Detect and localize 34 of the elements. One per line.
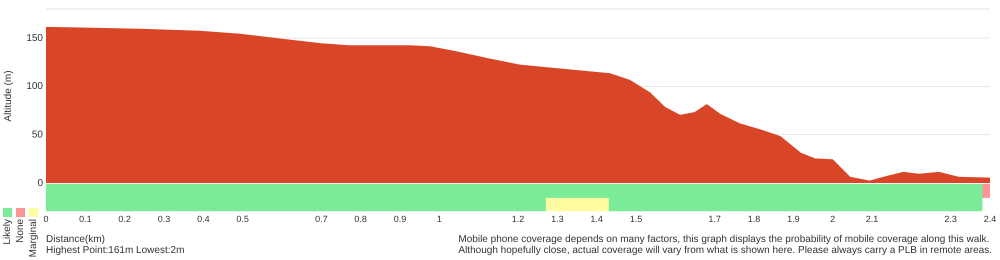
y-tick-label: 50 bbox=[32, 129, 44, 140]
x-tick-label: 0.7 bbox=[315, 214, 328, 224]
text: Although hopefully close, actual coverage will vary from what is shown here. Please always carry a PLB in remote areas. bbox=[458, 245, 992, 256]
legend-label: Likely bbox=[2, 219, 13, 245]
x-tick-label: 0.5 bbox=[236, 214, 249, 224]
x-tick-label: 2.1 bbox=[866, 214, 878, 224]
x-tick-label: 1.9 bbox=[787, 214, 800, 224]
x-tick-label: 0.1 bbox=[79, 214, 92, 224]
legend-label: None bbox=[15, 219, 26, 243]
bar bbox=[545, 197, 609, 212]
x-tick-label: 0.8 bbox=[354, 214, 367, 224]
x-tick-label: 1.7 bbox=[708, 214, 721, 224]
x-tick-label: 1.8 bbox=[748, 214, 760, 224]
legend-label: Marginal bbox=[28, 219, 39, 258]
x-tick-label: 0.4 bbox=[197, 214, 210, 224]
x-tick-label: 1.2 bbox=[512, 214, 524, 224]
x-tick-label: 1.4 bbox=[590, 214, 603, 224]
x-tick-label: 1 bbox=[436, 214, 442, 224]
x-tick-label: 2 bbox=[830, 214, 836, 224]
text: Mobile phone coverage depends on many factors, this graph displays the probability of mobile coverage along this walk. bbox=[458, 234, 990, 245]
x-tick-label: 0.3 bbox=[158, 214, 170, 224]
bar bbox=[982, 184, 990, 198]
y-tick-label: 0 bbox=[37, 178, 44, 189]
x-tick-label: 2.4 bbox=[984, 214, 996, 224]
x-tick-label: 1.3 bbox=[551, 214, 564, 224]
y-axis-title: Altitude (m) bbox=[2, 70, 14, 122]
y-tick-label: 150 bbox=[26, 32, 44, 44]
x-tick-label: 0.9 bbox=[394, 214, 406, 224]
y-tick-label: 100 bbox=[26, 81, 44, 92]
x-tick-label: 2.3 bbox=[944, 214, 957, 224]
x-axis-title: Distance(km) bbox=[46, 234, 106, 245]
x-tick-label: 0.2 bbox=[118, 214, 131, 224]
text: Highest Point:161m Lowest:2m bbox=[46, 245, 184, 256]
x-tick-label: 1.5 bbox=[630, 214, 642, 224]
